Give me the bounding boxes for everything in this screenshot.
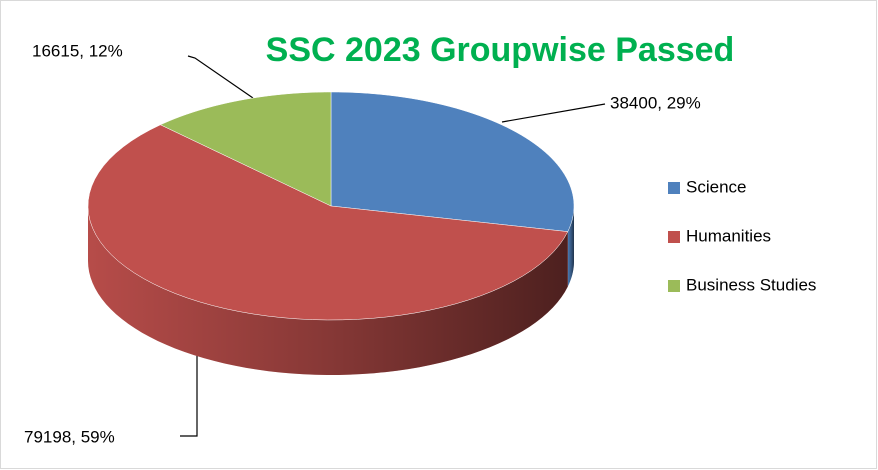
legend-label: Humanities <box>686 226 771 245</box>
pie-slice <box>330 91 575 232</box>
legend-swatch <box>668 231 680 243</box>
legend-label: Science <box>686 177 746 196</box>
legend-swatch <box>668 280 680 292</box>
leader-line <box>180 355 198 437</box>
chart-title: SSC 2023 Groupwise Passed <box>266 31 735 69</box>
data-label: 38400, 29% <box>610 93 701 112</box>
legend-swatch <box>668 182 680 194</box>
pie-slice <box>159 91 332 207</box>
leader-line <box>187 55 254 99</box>
pie-slice <box>87 124 569 321</box>
data-label: 16615, 12% <box>32 41 123 60</box>
pie-side-shade <box>567 206 574 287</box>
legend-label: Business Studies <box>686 275 816 294</box>
pie-side-shade <box>88 206 568 375</box>
leader-line <box>501 103 606 123</box>
legend: Science Humanities Business Studies <box>668 177 816 294</box>
data-label: 79198, 59% <box>24 427 115 446</box>
pie <box>87 91 575 375</box>
